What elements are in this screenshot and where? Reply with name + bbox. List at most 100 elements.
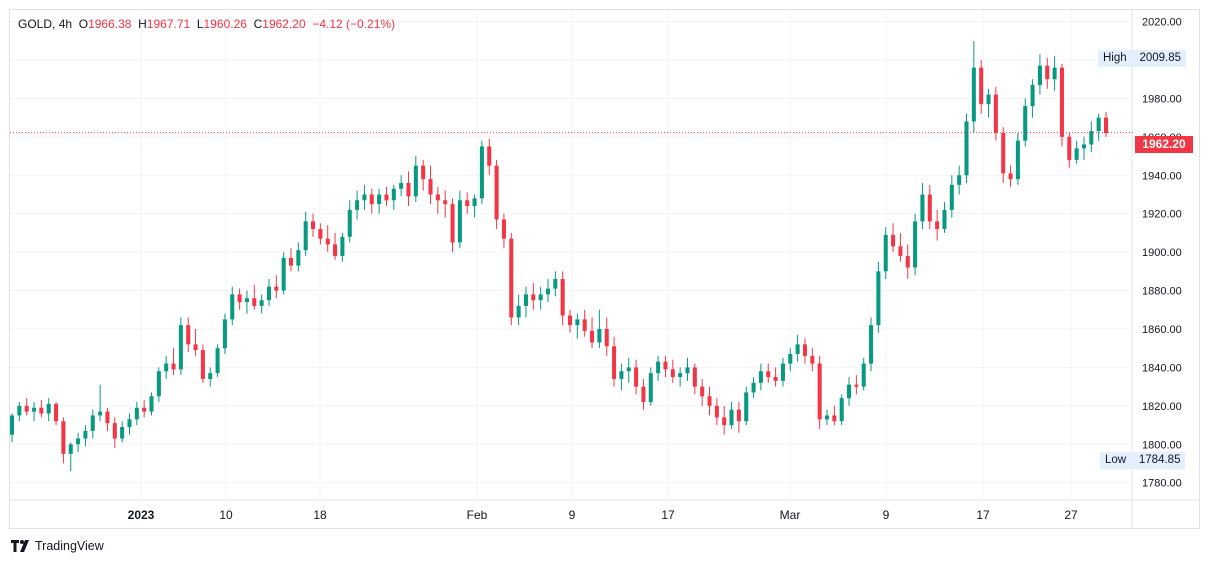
x-tick-label: 10: [219, 508, 233, 522]
high-marker-label: High: [1103, 52, 1127, 64]
candle-body: [325, 238, 330, 245]
y-tick-label: 1780.00: [1142, 478, 1182, 490]
candle-body: [164, 363, 169, 372]
x-tick-label: Feb: [467, 508, 488, 522]
candle-body: [597, 328, 602, 343]
candle-body: [714, 405, 719, 418]
candle-body: [186, 325, 191, 345]
candle-body: [847, 384, 852, 399]
y-tick-label: 1980.00: [1142, 93, 1182, 105]
candle-body: [134, 407, 139, 420]
candle-body: [986, 94, 991, 105]
candle-body: [648, 373, 653, 402]
candle-body: [9, 415, 15, 435]
candle-body: [105, 411, 110, 424]
candle-body: [1096, 117, 1101, 132]
candle-body: [333, 244, 338, 256]
high-value: 1967.71: [146, 17, 191, 31]
candle-body: [362, 194, 367, 201]
candle-body: [120, 426, 125, 439]
candle-body: [259, 300, 264, 306]
candle-body: [377, 194, 382, 205]
candle-body: [817, 363, 822, 420]
tradingview-logo[interactable]: TradingView: [11, 539, 104, 553]
y-tick-label: 1920.00: [1142, 209, 1182, 221]
candle-body: [1067, 136, 1072, 160]
tradingview-logo-text: TradingView: [35, 539, 104, 553]
low-value: 1960.26: [203, 17, 247, 31]
candle-body: [90, 415, 95, 431]
candle-body: [509, 238, 514, 318]
last-price-tag: 1962.20: [1135, 136, 1193, 153]
candle-body: [927, 194, 932, 222]
x-tick-label: 9: [569, 508, 576, 522]
y-tick-label: 1860.00: [1142, 324, 1182, 336]
candle-body: [964, 121, 969, 176]
candle-body: [553, 279, 558, 289]
tradingview-logo-icon: [11, 540, 29, 552]
candle-body: [1001, 132, 1006, 174]
candle-body: [942, 209, 947, 230]
y-tick-label: 2020.00: [1142, 17, 1182, 29]
candle-body: [46, 403, 51, 414]
candle-body: [641, 386, 646, 402]
candle-body: [178, 325, 183, 370]
candle-body: [516, 305, 521, 318]
candle-body: [288, 257, 294, 266]
candle-body: [230, 294, 235, 320]
candle-body: [24, 405, 29, 412]
candle-body: [523, 294, 528, 306]
x-tick-label: 9: [883, 508, 890, 522]
open-label: O: [78, 17, 89, 31]
candle-body: [891, 234, 896, 247]
candle-body: [736, 409, 741, 422]
candle-body: [700, 386, 705, 397]
x-tick-label: Mar: [780, 508, 801, 522]
candle-body: [303, 221, 308, 251]
candle-body: [384, 194, 389, 201]
candle-body: [443, 200, 448, 205]
candle-body: [127, 419, 132, 427]
candle-body: [560, 279, 565, 316]
candle-body: [171, 363, 176, 370]
high-label: H: [138, 17, 147, 31]
candle-body: [32, 407, 37, 412]
x-tick-label: 17: [976, 508, 990, 522]
interval: 4h: [58, 17, 73, 31]
candle-body: [531, 294, 536, 301]
candle-body: [472, 198, 477, 206]
candle-body: [406, 182, 411, 197]
candle-body: [744, 392, 749, 422]
candle-body: [450, 204, 455, 243]
candle-body: [619, 371, 624, 379]
candle-body: [722, 417, 727, 426]
candle-body: [751, 382, 756, 393]
candle-body: [479, 146, 484, 199]
candle-body: [68, 444, 73, 454]
candle-body: [465, 200, 470, 206]
candle-body: [780, 363, 785, 381]
candle-body: [839, 398, 844, 422]
candle-body: [758, 371, 763, 383]
candle-body: [582, 319, 587, 331]
candle-body: [824, 415, 830, 420]
low-marker-value: 1784.85: [1138, 454, 1181, 466]
candle-body: [318, 229, 323, 239]
x-tick-label: 17: [661, 508, 675, 522]
high-marker: High 2009.85: [1098, 50, 1187, 67]
change-value: −4.12 (−0.21%): [312, 17, 396, 31]
candle-body: [1045, 65, 1050, 80]
candle-body: [39, 407, 44, 414]
candle-body: [802, 344, 807, 356]
candle-body: [538, 294, 543, 301]
candle-body: [1103, 117, 1109, 133]
candle-body: [575, 319, 580, 326]
x-tick-label: 2023: [128, 508, 155, 522]
candle-body: [428, 179, 433, 195]
candle-body: [590, 330, 595, 343]
candle-body: [1030, 84, 1035, 107]
candle-body: [854, 384, 859, 387]
high-marker-value: 2009.85: [1139, 52, 1182, 64]
candle-body: [935, 221, 940, 230]
